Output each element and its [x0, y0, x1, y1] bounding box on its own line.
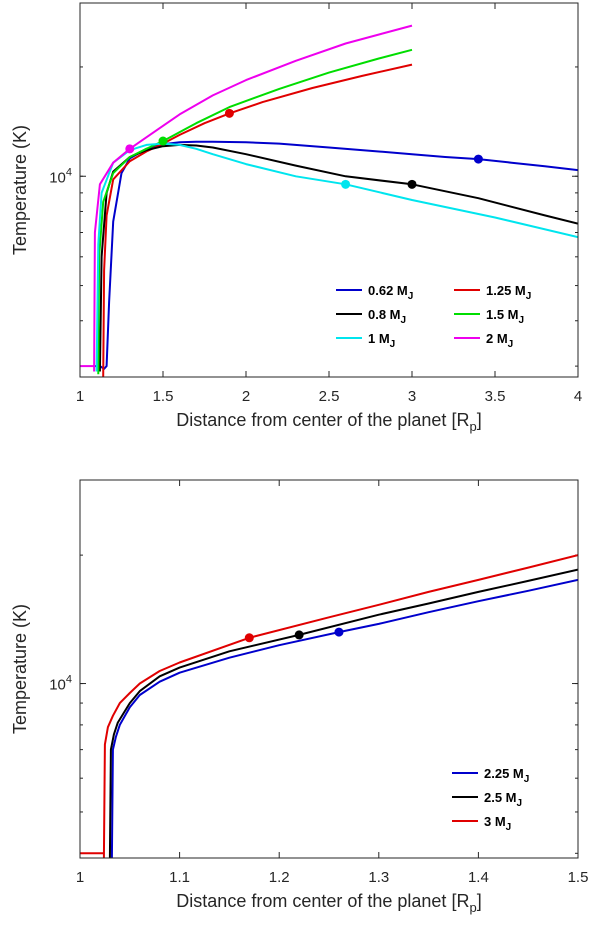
series-marker [334, 627, 344, 637]
x-tick-label: 1.5 [153, 388, 174, 405]
y-axis-label: Temperature (K) [10, 125, 30, 255]
y-tick-label: 104 [49, 674, 72, 694]
x-tick-label: 3.5 [485, 388, 506, 405]
legend-label: 1 MJ [368, 331, 395, 350]
legend-item: 2.5 MJ [452, 790, 522, 809]
series-marker [125, 144, 135, 154]
series-marker [473, 154, 483, 164]
series-marker [224, 108, 234, 118]
x-tick-label: 2 [242, 388, 250, 405]
legend: 2.25 MJ 2.5 MJ 3 MJ [452, 766, 529, 833]
x-tick-label: 1.5 [568, 869, 589, 886]
x-tick-label: 4 [574, 388, 582, 405]
x-tick-label: 1.3 [368, 869, 389, 886]
x-tick-label: 1 [76, 388, 84, 405]
legend-item: 0.62 MJ [336, 283, 413, 302]
x-tick-label: 1.1 [169, 869, 190, 886]
series-marker [294, 630, 304, 640]
y-tick-label: 104 [49, 166, 72, 186]
legend-item: 3 MJ [452, 814, 511, 833]
legend-label: 1.25 MJ [486, 283, 531, 302]
x-tick-label: 1 [76, 869, 84, 886]
legend-label: 2 MJ [486, 331, 513, 350]
series-line-2.5mj [108, 568, 578, 858]
x-tick-label: 3 [408, 388, 416, 405]
x-tick-label: 1.2 [269, 869, 290, 886]
x-axis-label: Distance from center of the planet [Rp] [176, 891, 481, 915]
series-line-2mj [93, 24, 413, 372]
legend-item: 2 MJ [454, 331, 513, 350]
legend: 0.62 MJ 1.25 MJ 0.8 MJ 1.5 MJ 1 MJ 2 MJ [336, 283, 531, 350]
legend-label: 2.5 MJ [484, 790, 522, 809]
legend-item: 1 MJ [336, 331, 395, 350]
legend-label: 3 MJ [484, 814, 511, 833]
series-lines [80, 554, 578, 858]
x-tick-label: 1.4 [468, 869, 489, 886]
legend-item: 2.25 MJ [452, 766, 529, 785]
series-line-2.25mj [110, 578, 578, 858]
series-marker [341, 179, 351, 189]
series-line-1mj [95, 142, 578, 372]
axes-frame [79, 2, 579, 378]
x-axis-label: Distance from center of the planet [Rp] [176, 410, 481, 434]
top-chart: 104 1 1.5 2 2.5 3 3.5 4 Distance from center of … [10, 2, 582, 434]
series-line-1.25mj [102, 63, 413, 377]
series-lines [80, 24, 578, 377]
legend-item: 0.8 MJ [336, 307, 406, 326]
series-line-3mj [102, 554, 578, 858]
legend-label: 0.62 MJ [368, 283, 413, 302]
legend-label: 1.5 MJ [486, 307, 524, 326]
plot-area [80, 3, 578, 377]
series-marker [158, 136, 168, 146]
legend-label: 0.8 MJ [368, 307, 406, 326]
x-tick-label: 2.5 [319, 388, 340, 405]
series-marker [244, 633, 254, 643]
legend-item: 1.25 MJ [454, 283, 531, 302]
axes-frame [79, 479, 579, 859]
series-marker [407, 179, 417, 189]
legend-item: 1.5 MJ [454, 307, 524, 326]
bottom-chart: 104 1 1.1 1.2 1.3 1.4 1.5 Distance from center … [10, 479, 589, 915]
series-line-0.62mj [93, 140, 578, 370]
legend-label: 2.25 MJ [484, 766, 529, 785]
y-axis-label: Temperature (K) [10, 604, 30, 734]
